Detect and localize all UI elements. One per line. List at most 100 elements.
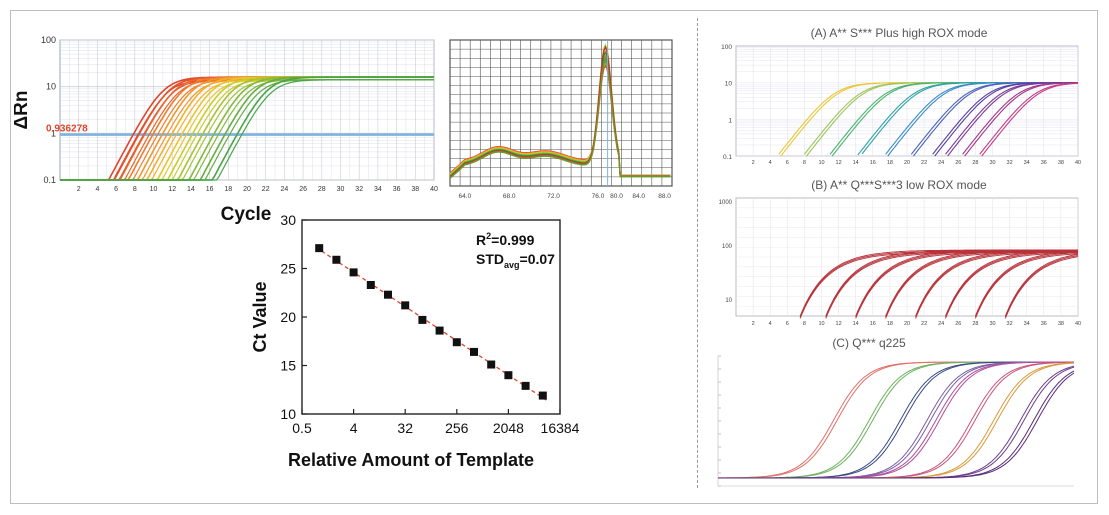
y-axis-title: Ct Value bbox=[250, 281, 270, 352]
x-tick-label: 10 bbox=[150, 186, 158, 193]
threshold-label: 0.936278 bbox=[46, 124, 88, 135]
x-tick-label: 32 bbox=[1007, 321, 1013, 327]
data-point bbox=[452, 338, 461, 347]
y-tick-label: 30 bbox=[280, 212, 296, 228]
y-tick-label: 10 bbox=[725, 298, 732, 304]
x-tick-label: 2 bbox=[752, 160, 755, 166]
x-tick-label: 8 bbox=[803, 321, 806, 327]
x-tick-label: 24 bbox=[938, 160, 944, 166]
x-tick-label: 38 bbox=[1058, 160, 1064, 166]
x-tick-label: 18 bbox=[887, 160, 893, 166]
x-tick-label: 2 bbox=[77, 186, 81, 193]
data-point bbox=[418, 315, 427, 324]
y-tick-label: 0.1 bbox=[723, 154, 732, 161]
x-tick-label: 36 bbox=[393, 186, 401, 193]
data-point bbox=[504, 371, 513, 380]
x-tick-label: 36 bbox=[1041, 160, 1047, 166]
x-tick-label: 36 bbox=[1041, 321, 1047, 327]
amplification-curve bbox=[974, 252, 1079, 318]
amplification-curve bbox=[1004, 256, 1079, 319]
x-tick-label: 14 bbox=[187, 186, 195, 193]
data-point bbox=[487, 360, 496, 369]
r-squared-annotation: R2=0.999 bbox=[476, 231, 535, 248]
amplification-curve bbox=[60, 79, 434, 181]
y-tick-label: 10 bbox=[725, 81, 733, 88]
x-tick-label: 8 bbox=[133, 186, 137, 193]
amplification-curve bbox=[1004, 255, 1079, 318]
x-tick-label: 16 bbox=[870, 321, 876, 327]
x-tick-label: 22 bbox=[921, 160, 927, 166]
x-tick-label: 24 bbox=[938, 321, 944, 327]
x-tick-label: 16384 bbox=[541, 420, 580, 436]
x-tick-label: 40 bbox=[1075, 321, 1081, 327]
y-tick-label: 20 bbox=[280, 309, 296, 325]
x-tick-label: 32 bbox=[355, 186, 363, 193]
x-tick-label: 34 bbox=[1024, 321, 1030, 327]
data-point bbox=[349, 268, 358, 277]
data-point bbox=[470, 347, 478, 356]
amplification-curve bbox=[974, 250, 1079, 317]
data-point bbox=[401, 301, 410, 310]
x-tick-label: 72.0 bbox=[547, 193, 560, 200]
x-tick-label: 18 bbox=[887, 321, 893, 327]
x-tick-label: 28 bbox=[318, 186, 326, 193]
x-tick-label: 256 bbox=[445, 420, 469, 436]
amplification-curve bbox=[915, 249, 1078, 317]
x-tick-label: 34 bbox=[374, 186, 382, 193]
amplification-curve bbox=[718, 365, 1075, 479]
x-tick-label: 28 bbox=[972, 321, 978, 327]
x-axis-title: Cycle bbox=[221, 204, 272, 225]
amplification-curve bbox=[981, 82, 1079, 157]
amplification-curve bbox=[718, 370, 1075, 479]
x-tick-label: 4 bbox=[769, 321, 772, 327]
data-point bbox=[384, 290, 392, 299]
x-tick-label: 18 bbox=[224, 186, 232, 193]
x-axis-title: Relative Amount of Template bbox=[288, 450, 534, 470]
x-tick-label: 26 bbox=[955, 160, 961, 166]
data-point bbox=[315, 244, 324, 253]
amplification-curve bbox=[964, 82, 1079, 157]
x-tick-label: 2 bbox=[752, 321, 755, 327]
x-tick-label: 40 bbox=[1075, 160, 1081, 166]
panel-divider bbox=[697, 18, 698, 488]
mode-a-chart: (A) A** S*** Plus high ROX mode 0.1 1 10 100… bbox=[721, 26, 1081, 166]
y-tick-label: 10 bbox=[46, 82, 56, 92]
x-tick-label: 64.0 bbox=[458, 193, 471, 200]
x-tick-label: 6 bbox=[786, 321, 789, 327]
x-tick-label: 16 bbox=[870, 160, 876, 166]
amplification-curve bbox=[945, 251, 1078, 318]
amplification-curve bbox=[945, 250, 1078, 317]
x-tick-label: 20 bbox=[243, 186, 251, 193]
melt-curve bbox=[449, 58, 671, 179]
x-tick-label: 32 bbox=[1007, 160, 1013, 166]
x-tick-label: 16 bbox=[206, 186, 214, 193]
x-tick-label: 40 bbox=[430, 186, 438, 193]
x-tick-label: 12 bbox=[836, 160, 842, 166]
x-tick-label: 30 bbox=[337, 186, 345, 193]
y-tick-label: 25 bbox=[280, 261, 296, 277]
x-tick-label: 4 bbox=[769, 160, 772, 166]
x-tick-label: 22 bbox=[921, 321, 927, 327]
y-tick-label: 1 bbox=[728, 117, 732, 124]
x-tick-label: 0.5 bbox=[292, 420, 312, 436]
x-tick-label: 4 bbox=[350, 420, 358, 436]
x-tick-label: 32 bbox=[397, 420, 413, 436]
x-tick-label: 8 bbox=[803, 160, 806, 166]
mode-b-chart: (B) A** Q***S***3 low ROX mode 1000 100 10 2… bbox=[719, 178, 1081, 327]
x-tick-label: 38 bbox=[411, 186, 419, 193]
y-axis-title: ΔRn bbox=[14, 91, 32, 130]
x-tick-label: 4 bbox=[95, 186, 99, 193]
chart-title: (B) A** Q***S***3 low ROX mode bbox=[811, 178, 987, 192]
y-tick-label: 100 bbox=[721, 44, 732, 51]
melt-curve-chart: 64.0 68.0 72.0 76.0 80.0 84.0 88.0 bbox=[449, 39, 673, 200]
x-tick-label: 34 bbox=[1024, 160, 1030, 166]
figure-frame bbox=[10, 10, 1098, 504]
x-tick-label: 24 bbox=[281, 186, 289, 193]
y-tick-label: 100 bbox=[41, 35, 56, 45]
data-point bbox=[538, 391, 547, 400]
y-tick-label: 1000 bbox=[719, 200, 733, 206]
x-tick-label: 14 bbox=[853, 160, 859, 166]
x-tick-label: 22 bbox=[262, 186, 270, 193]
y-tick-label: 1 bbox=[51, 128, 56, 138]
